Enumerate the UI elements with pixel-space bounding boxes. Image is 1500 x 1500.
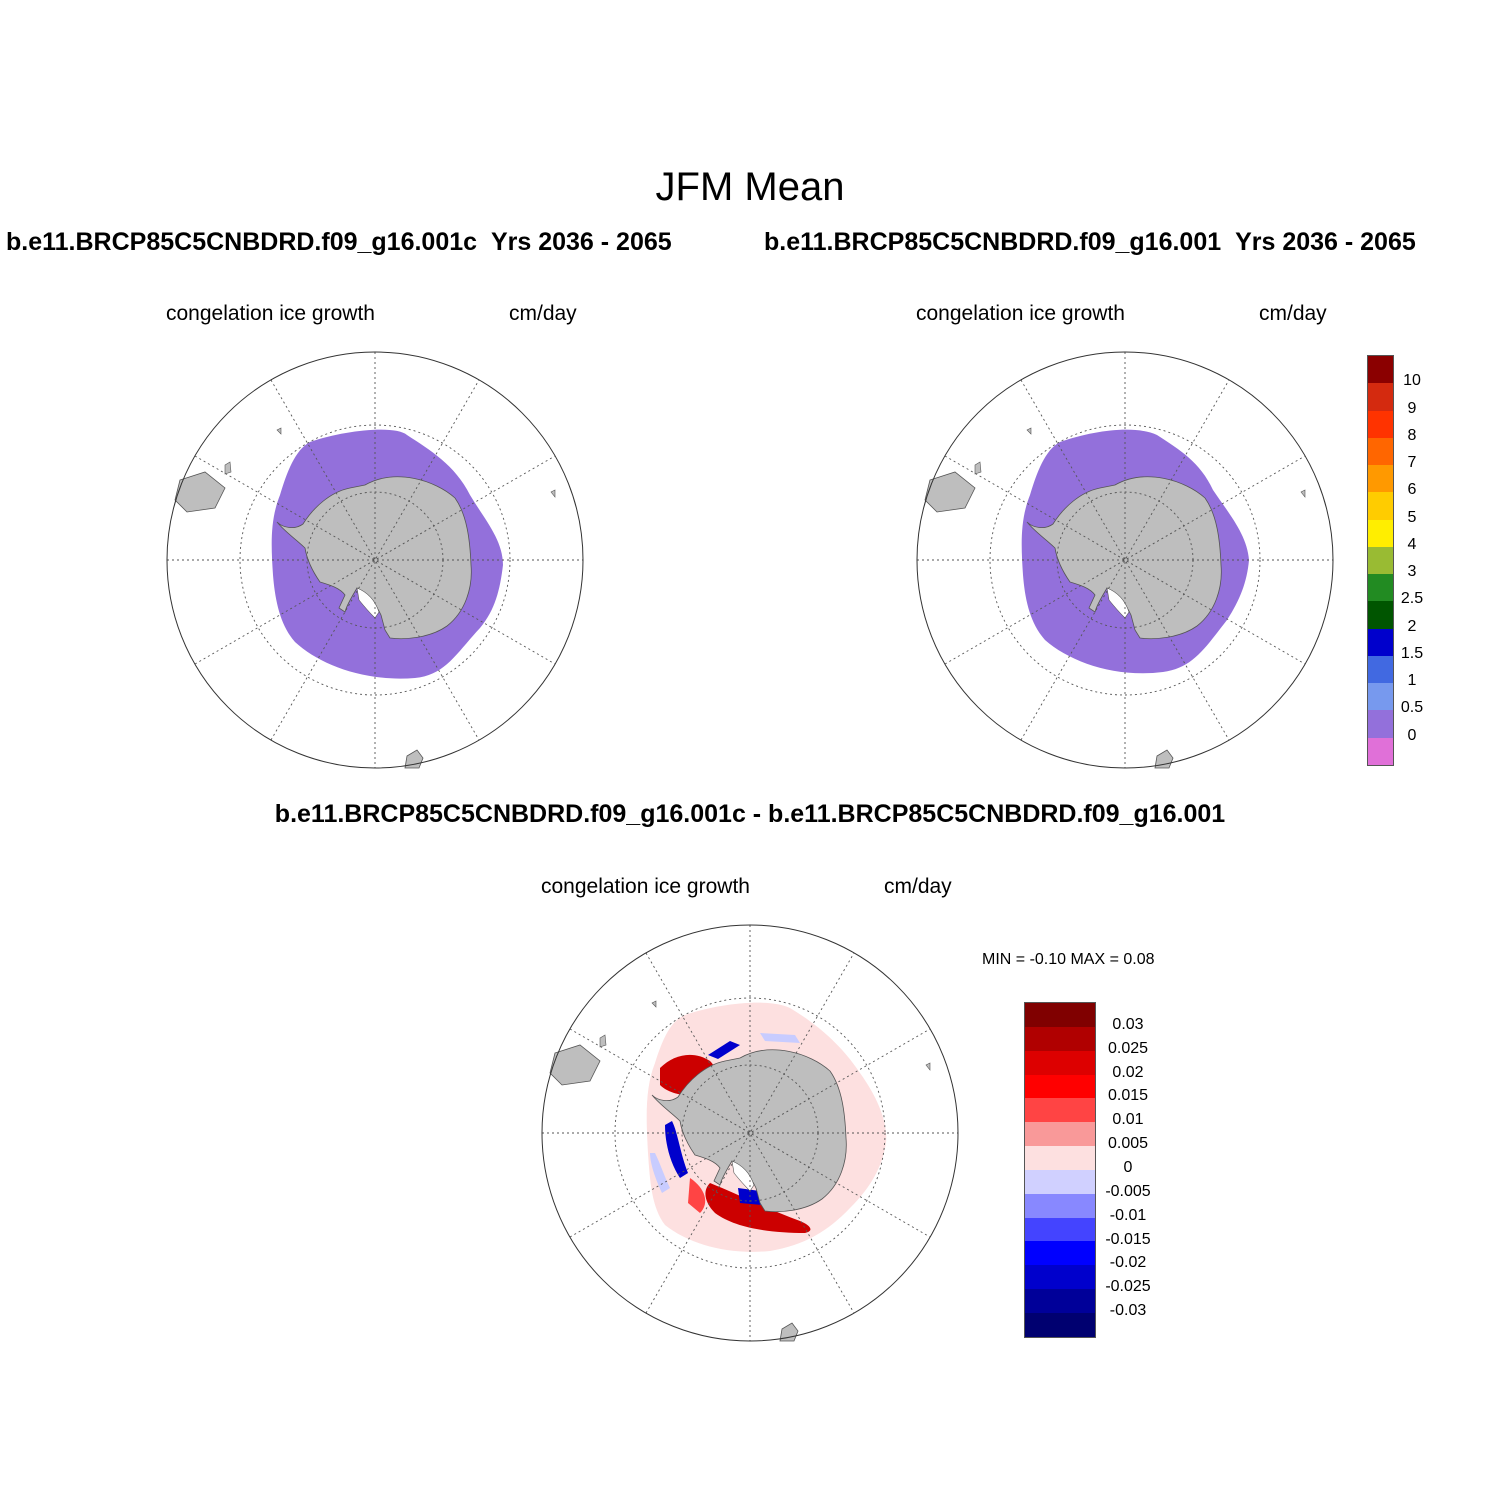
difference-colorbar-tick-label: -0.02 <box>1109 1254 1147 1272</box>
absolute-colorbar-tick-label: 9 <box>1407 399 1417 417</box>
absolute-colorbar-tick-label: 0.5 <box>1400 699 1424 717</box>
difference-colorbar <box>1024 1002 1096 1338</box>
absolute-colorbar-swatch <box>1368 356 1393 384</box>
difference-colorbar-swatch <box>1025 1122 1095 1147</box>
absolute-colorbar-swatch <box>1368 710 1393 738</box>
absolute-colorbar-swatch <box>1368 519 1393 547</box>
absolute-colorbar-swatch <box>1368 383 1393 411</box>
difference-colorbar-tick-label: -0.005 <box>1105 1182 1151 1200</box>
difference-colorbar-tick-label: -0.015 <box>1105 1230 1151 1248</box>
difference-colorbar-swatch <box>1025 1169 1095 1194</box>
left-case-title: b.e11.BRCP85C5CNBDRD.f09_g16.001c Yrs 20… <box>6 228 672 257</box>
absolute-colorbar-swatch <box>1368 574 1393 602</box>
right-case-name: b.e11.BRCP85C5CNBDRD.f09_g16.001 <box>764 228 1222 256</box>
difference-colorbar-swatch <box>1025 1289 1095 1313</box>
difference-colorbar-swatch <box>1025 1265 1095 1290</box>
diff-weak-negative-patch <box>760 1033 800 1043</box>
absolute-colorbar-swatch <box>1368 492 1393 520</box>
difference-colorbar-swatch <box>1025 1074 1095 1099</box>
diff-weak-negative-patch-2 <box>650 1153 670 1193</box>
diff-medium-positive-patch <box>688 1178 706 1213</box>
diff-strong-negative-patch-3 <box>708 1041 740 1059</box>
right-polar-map <box>916 351 1334 769</box>
difference-colorbar-tick-label: -0.01 <box>1109 1206 1147 1224</box>
difference-colorbar-swatch <box>1025 1003 1095 1027</box>
absolute-colorbar-swatch <box>1368 437 1393 466</box>
difference-colorbar-tick-label: -0.025 <box>1105 1278 1151 1296</box>
difference-colorbar-tick-label: 0 <box>1123 1159 1133 1176</box>
absolute-colorbar <box>1367 355 1394 766</box>
absolute-colorbar-tick-label: 10 <box>1403 372 1421 390</box>
main-title: JFM Mean <box>655 165 845 209</box>
absolute-colorbar-swatch <box>1368 737 1393 765</box>
diff-polar-map <box>541 924 959 1342</box>
right-units-label: cm/day <box>1259 302 1327 325</box>
diff-title: b.e11.BRCP85C5CNBDRD.f09_g16.001c - b.e1… <box>274 800 1226 828</box>
diff-variable-label: congelation ice growth <box>541 875 750 898</box>
absolute-colorbar-tick-label: 7 <box>1407 454 1417 472</box>
absolute-colorbar-swatch <box>1368 655 1393 684</box>
absolute-colorbar-tick-label: 2.5 <box>1400 590 1424 608</box>
absolute-colorbar-tick-label: 8 <box>1407 426 1417 444</box>
difference-colorbar-swatch <box>1025 1241 1095 1266</box>
difference-colorbar-swatch <box>1025 1312 1095 1337</box>
absolute-colorbar-tick-label: 3 <box>1407 563 1417 581</box>
absolute-colorbar-swatch <box>1368 628 1393 656</box>
difference-colorbar-swatch <box>1025 1146 1095 1170</box>
absolute-colorbar-swatch <box>1368 465 1393 493</box>
right-variable-label: congelation ice growth <box>916 302 1125 325</box>
difference-colorbar-tick-label: -0.03 <box>1109 1302 1147 1320</box>
absolute-colorbar-swatch <box>1368 546 1393 575</box>
difference-colorbar-swatch <box>1025 1050 1095 1075</box>
left-units-label: cm/day <box>509 302 577 325</box>
diff-strong-positive-patch-2 <box>705 1183 811 1233</box>
left-years: Yrs 2036 - 2065 <box>490 228 672 256</box>
right-years: Yrs 2036 - 2065 <box>1235 228 1416 256</box>
left-case-name: b.e11.BRCP85C5CNBDRD.f09_g16.001c <box>6 228 478 256</box>
absolute-colorbar-tick-label: 6 <box>1407 481 1417 499</box>
absolute-colorbar-swatch <box>1368 410 1393 438</box>
difference-colorbar-tick-label: 0.005 <box>1107 1135 1149 1153</box>
difference-colorbar-swatch <box>1025 1026 1095 1051</box>
difference-colorbar-swatch <box>1025 1193 1095 1218</box>
right-case-title: b.e11.BRCP85C5CNBDRD.f09_g16.001 Yrs 203… <box>764 228 1416 257</box>
difference-colorbar-tick-label: 0.015 <box>1107 1087 1149 1105</box>
absolute-colorbar-tick-label: 4 <box>1407 535 1417 553</box>
absolute-colorbar-tick-label: 1.5 <box>1400 644 1424 662</box>
absolute-colorbar-tick-label: 2 <box>1407 617 1417 635</box>
difference-colorbar-swatch <box>1025 1217 1095 1242</box>
difference-colorbar-tick-label: 0.02 <box>1112 1063 1144 1081</box>
absolute-colorbar-swatch <box>1368 683 1393 711</box>
absolute-colorbar-tick-label: 0 <box>1407 726 1417 744</box>
absolute-colorbar-swatch <box>1368 601 1393 629</box>
difference-colorbar-tick-label: 0.03 <box>1112 1015 1144 1033</box>
left-polar-map <box>166 351 584 769</box>
diff-strong-negative-patch-1 <box>665 1121 688 1178</box>
absolute-colorbar-tick-label: 5 <box>1407 508 1417 526</box>
left-variable-label: congelation ice growth <box>166 302 375 325</box>
difference-colorbar-swatch <box>1025 1098 1095 1123</box>
min-max-label: MIN = -0.10 MAX = 0.08 <box>982 951 1155 968</box>
absolute-colorbar-tick-label: 1 <box>1407 672 1417 690</box>
difference-colorbar-tick-label: 0.025 <box>1107 1039 1149 1057</box>
diff-units-label: cm/day <box>884 875 952 898</box>
difference-colorbar-tick-label: 0.01 <box>1112 1111 1144 1129</box>
